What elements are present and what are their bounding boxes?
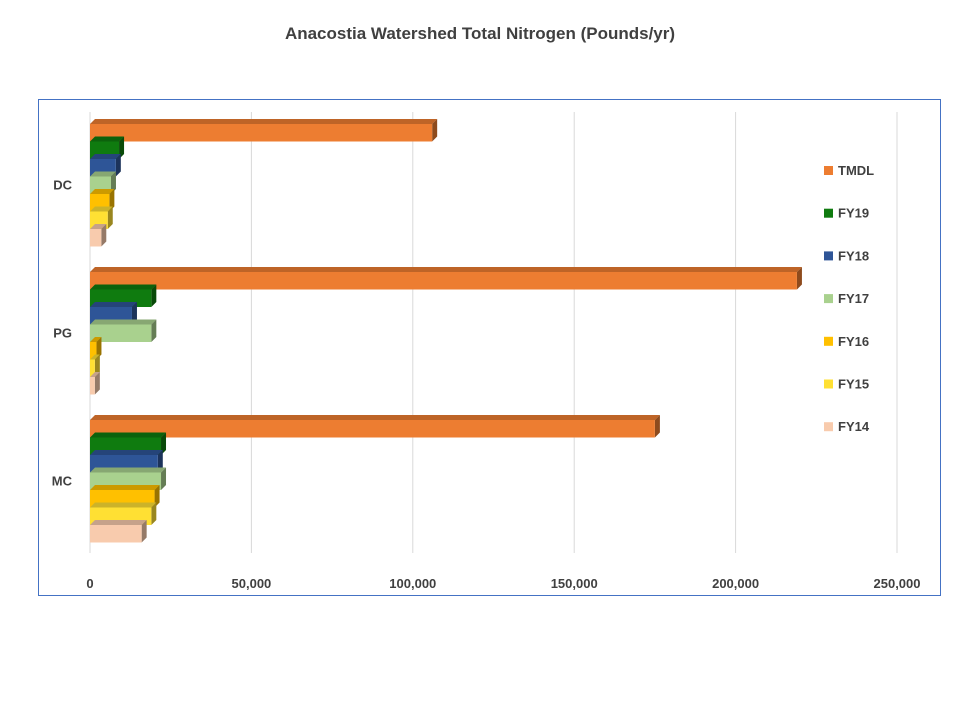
- bar-fy14-mc: [90, 525, 142, 543]
- bar-side-face: [161, 467, 167, 490]
- legend-label: FY14: [838, 419, 870, 434]
- bar-side-face: [141, 520, 147, 543]
- bar-top-face: [90, 319, 157, 325]
- legend-label: TMDL: [838, 163, 874, 178]
- category-label: PG: [53, 325, 72, 340]
- bar-side-face: [107, 206, 113, 229]
- bar-side-face: [151, 284, 157, 307]
- bar-fy16-pg: [90, 342, 97, 360]
- bar-side-face: [151, 502, 157, 525]
- bar-top-face: [90, 450, 163, 455]
- legend-swatch: [824, 294, 833, 304]
- bar-side-face: [654, 415, 660, 438]
- bar-top-face: [90, 485, 160, 490]
- bar-top-face: [90, 224, 107, 229]
- bar-top-face: [90, 502, 157, 508]
- bar-fy15-pg: [90, 359, 95, 377]
- x-tick-label: 50,000: [232, 576, 272, 591]
- bar-top-face: [90, 189, 115, 194]
- bar-side-face: [154, 485, 160, 508]
- bar-top-face: [90, 267, 802, 272]
- bar-top-face: [90, 467, 167, 473]
- x-tick-label: 250,000: [874, 576, 921, 591]
- bar-side-face: [161, 432, 167, 455]
- bar-top-face: [90, 337, 102, 342]
- category-label: MC: [52, 473, 73, 488]
- legend-swatch: [824, 251, 833, 261]
- bar-fy14-pg: [90, 377, 95, 395]
- bar-top-face: [90, 432, 167, 438]
- legend-label: FY16: [838, 334, 869, 349]
- bar-side-face: [94, 354, 100, 377]
- bar-side-face: [151, 319, 157, 342]
- bar-fy14-dc: [90, 229, 102, 247]
- bar-side-face: [131, 302, 137, 325]
- bar-side-face: [115, 154, 121, 177]
- bar-top-face: [90, 136, 125, 142]
- bar-tmdl-mc: [90, 420, 655, 438]
- legend-swatch: [824, 422, 833, 432]
- bar-tmdl-pg: [90, 272, 797, 290]
- bar-side-face: [157, 450, 163, 473]
- bar-top-face: [90, 354, 100, 360]
- legend-swatch: [824, 379, 833, 389]
- bar-side-face: [101, 224, 107, 247]
- x-tick-label: 0: [86, 576, 93, 591]
- chart-title: Anacostia Watershed Total Nitrogen (Poun…: [284, 24, 676, 43]
- legend-label: FY19: [838, 206, 869, 221]
- bar-side-face: [96, 337, 102, 360]
- bar-top-face: [90, 372, 100, 377]
- x-tick-label: 100,000: [389, 576, 436, 591]
- legend-swatch: [824, 208, 833, 218]
- legend-swatch: [824, 166, 833, 175]
- x-tick-label: 150,000: [551, 576, 598, 591]
- bar-top-face: [90, 154, 121, 159]
- bar-top-face: [90, 302, 137, 307]
- bar-side-face: [109, 189, 115, 212]
- bar-top-face: [90, 171, 116, 177]
- legend-label: FY17: [838, 291, 869, 306]
- bar-top-face: [90, 415, 660, 420]
- bar-side-face: [110, 171, 116, 194]
- bar-top-face: [90, 206, 113, 212]
- plot-area-frame: [38, 99, 941, 596]
- bar-fy17-pg: [90, 324, 152, 342]
- bar-tmdl-dc: [90, 124, 433, 142]
- bar-side-face: [796, 267, 802, 290]
- bar-top-face: [90, 119, 438, 124]
- category-label: DC: [53, 177, 72, 192]
- legend-label: FY15: [838, 377, 869, 392]
- bar-side-face: [432, 119, 438, 142]
- x-tick-label: 200,000: [712, 576, 759, 591]
- bar-top-face: [90, 520, 147, 525]
- legend-label: FY18: [838, 248, 869, 263]
- bar-side-face: [94, 372, 100, 395]
- bar-side-face: [119, 136, 125, 159]
- bar-top-face: [90, 284, 157, 290]
- legend-swatch: [824, 336, 833, 346]
